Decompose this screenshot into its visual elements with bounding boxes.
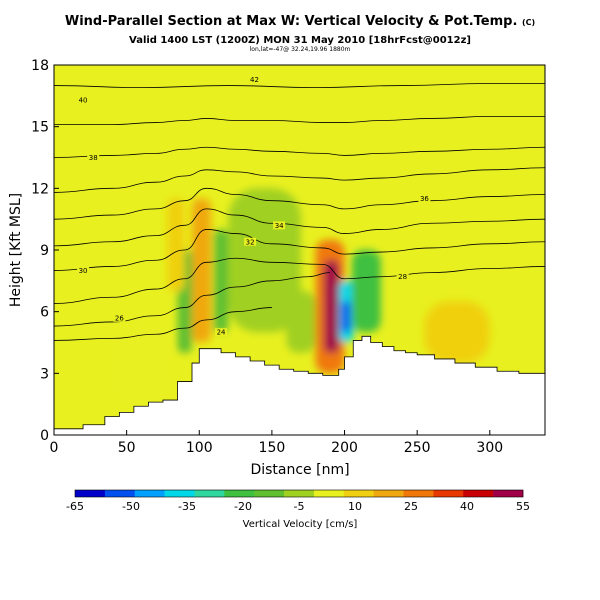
velocity-cell-12 [112,321,171,405]
colorbar-swatch-10 [373,490,404,497]
x-tick-label-0: 0 [50,440,59,456]
x-tick-label-300: 300 [476,440,503,456]
velocity-cell-6 [213,229,229,333]
x-axis: 0 50 100 150 200 250 300 [50,430,503,456]
colorbar-swatch-13 [463,490,494,497]
isentrope-label-bg-34 [273,221,286,230]
velocity-cell-7 [167,198,185,292]
velocity-cell-10 [424,301,490,364]
y-tick-label-6: 6 [40,305,49,321]
colorbar-tick-3: -20 [234,500,252,513]
colorbar-tick-4: -5 [294,500,305,513]
velocity-cell-11 [228,188,301,333]
colorbar-tick-2: -35 [178,500,196,513]
terrain-profile [54,335,545,435]
isentrope-26 [54,272,331,327]
colorbar-swatch-8 [313,490,345,497]
isentrope-label-bg-28 [396,272,409,281]
x-tick-label-200: 200 [331,440,358,456]
isentrope-34 [54,187,545,220]
isentrope-40 [54,115,545,126]
colorbar-tick-0: -65 [66,500,84,513]
isentrope-label-bg-40 [77,95,90,104]
chart-location: lon,lat=-47@ 32.24,19.96 1880m [249,46,351,53]
isentrope-label-bg-30 [77,266,90,275]
isentrope-32 [54,208,545,247]
isentrope-label-36: 36 [420,195,429,203]
isentrope-38 [54,146,545,158]
isentrope-label-bg-24 [215,328,228,337]
y-tick-label-15: 15 [31,120,49,136]
colorbar-swatch-0 [75,490,106,497]
y-tick-label-9: 9 [40,243,49,259]
colorbar-swatch-1 [104,490,136,497]
colorbar-swatch-14 [493,490,524,497]
colorbar-swatch-3 [164,490,195,497]
isentrope-label-26: 26 [115,314,124,322]
colorbar: -65 -50 -35 -20 -5 10 25 40 55 [66,489,530,513]
plot-area: 24 26 28 30 32 34 36 38 40 42 [53,64,546,436]
chart-subtitle: Valid 1400 LST (1200Z) MON 31 May 2010 [… [129,35,471,46]
isentrope-36 [54,167,545,193]
colorbar-swatch-2 [134,490,165,497]
isentrope-label-40: 40 [79,96,88,104]
isentrope-42 [54,83,545,89]
y-tick-label-3: 3 [40,366,49,382]
isentrope-label-bg-36 [418,194,431,203]
velocity-cell-4 [192,198,211,343]
velocity-cell-1 [324,260,339,353]
x-axis-label: Distance [nm] [250,462,349,478]
colorbar-frame [74,489,524,498]
colorbar-tick-5: 10 [348,500,362,513]
y-tick-label-0: 0 [40,428,49,444]
y-axis: 0 3 6 9 12 15 18 [31,58,59,444]
y-tick-label-18: 18 [31,58,49,74]
copyright-mark: (C) [521,18,536,27]
y-axis-label: Height [Kft MSL] [8,193,24,307]
isentrope-label-28: 28 [398,273,407,281]
isentrope-label-24: 24 [217,329,226,337]
x-tick-label-150: 150 [259,440,286,456]
isentrope-label-42: 42 [250,76,259,84]
colorbar-tick-6: 25 [404,500,418,513]
colorbar-swatch-9 [343,490,374,497]
isentrope-28 [54,257,545,304]
chart-title-text: Wind-Parallel Section at Max W: Vertical… [64,14,518,29]
isentrope-30 [54,229,545,271]
colorbar-tick-8: 55 [516,500,530,513]
colorbar-swatch-12 [433,490,464,497]
colorbar-swatch-7 [284,490,315,497]
velocity-cell-3 [341,301,351,333]
colorbar-tick-1: -50 [122,500,140,513]
isentrope-label-38: 38 [89,154,98,162]
isentropes [54,83,545,341]
isentrope-label-34: 34 [275,222,284,230]
colorbar-tick-7: 40 [460,500,474,513]
colorbar-swatch-6 [254,490,285,497]
isentrope-label-32: 32 [246,238,255,246]
colorbar-swatch-11 [403,490,434,497]
isentrope-label-30: 30 [79,267,88,275]
y-tick-label-12: 12 [31,181,49,197]
isentrope-labels: 24 26 28 30 32 34 36 38 40 42 [77,75,431,337]
isentrope-label-bg-26 [113,313,126,322]
x-tick-label-100: 100 [186,440,213,456]
isentrope-24 [54,307,272,341]
velocity-cell-8 [351,250,381,333]
colorbar-swatch-5 [224,490,255,497]
chart-title: Wind-Parallel Section at Max W: Vertical… [0,14,600,29]
colorbar-swatch-4 [194,490,225,497]
isentrope-label-bg-42 [248,75,261,84]
colorbar-label: Vertical Velocity [cm/s] [243,519,358,530]
isentrope-label-bg-32 [244,237,257,246]
isentrope-label-bg-38 [87,153,100,162]
x-tick-label-250: 250 [404,440,431,456]
x-tick-label-50: 50 [118,440,136,456]
